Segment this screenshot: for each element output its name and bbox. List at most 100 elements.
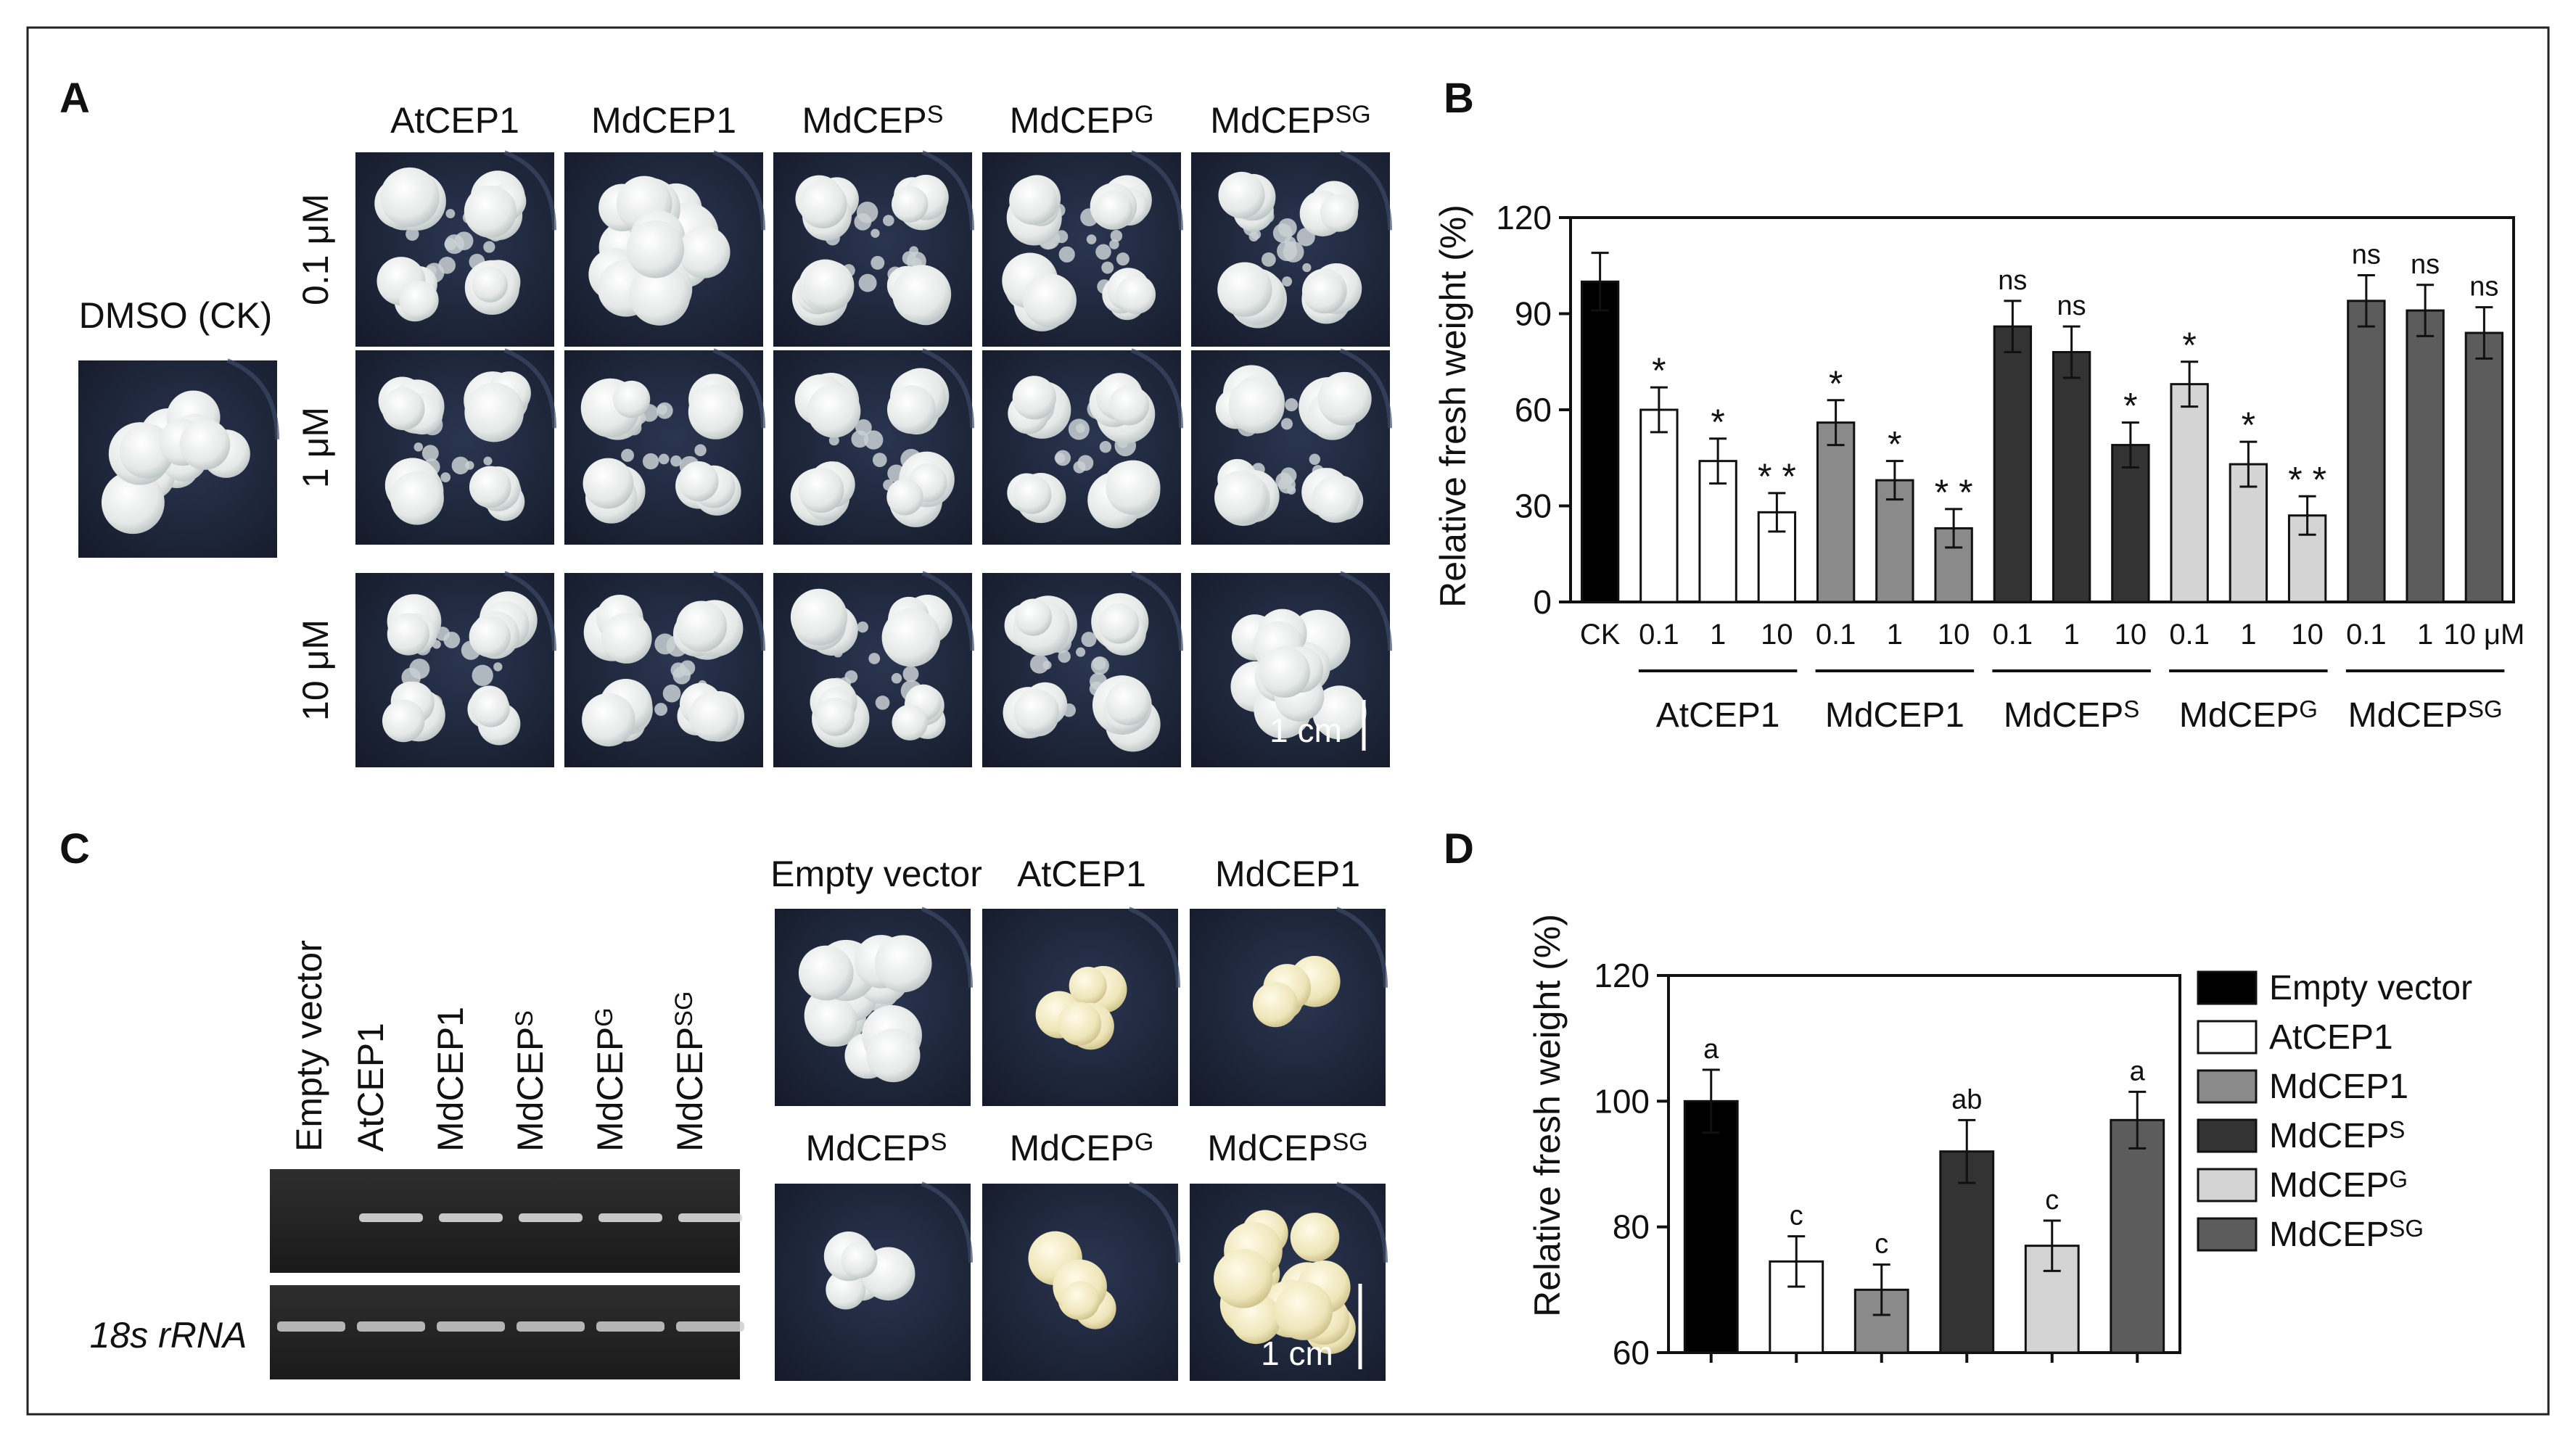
photo-c-mdceps — [775, 1181, 973, 1381]
y-tick-label-d: 120 — [1594, 957, 1650, 994]
panel-b-group-labels: AtCEP1 MdCEP1 MdCEPS MdCEPG MdCEPSG — [1638, 669, 2505, 735]
annotation-b-5: * — [1888, 424, 1901, 465]
lane-label-1: AtCEP1 — [350, 1023, 391, 1152]
annotation-d-5: a — [2130, 1056, 2146, 1086]
callus-photo-r3-c4 — [982, 571, 1183, 767]
photo-label-top-0: Empty vector — [770, 854, 982, 894]
rrna-band-3 — [517, 1321, 585, 1332]
y-tick-label-d: 100 — [1594, 1082, 1650, 1120]
photo-label-bottom-2: MdCEPSG — [1207, 1128, 1367, 1168]
annotation-b-6: * * — [1935, 472, 1973, 513]
panel-c: Empty vector AtCEP1 MdCEP1 MdCEPS MdCEPG MdCE… — [90, 854, 1388, 1381]
legend-swatch-1 — [2197, 1020, 2258, 1055]
legend-swatch-2 — [2197, 1069, 2258, 1104]
panel-a-column-labels: AtCEP1 MdCEP1 MdCEPS MdCEPG MdCEPSG — [390, 100, 1371, 141]
x-tick-label-b-13: 0.1 — [2346, 619, 2387, 651]
annotation-b-10: * — [2182, 325, 2196, 366]
legend-swatch-3 — [2197, 1118, 2258, 1153]
annotation-b-2: * — [1711, 402, 1724, 442]
rrna-band-1 — [357, 1321, 425, 1332]
annotation-b-4: * — [1829, 363, 1843, 404]
group-label-mdceps: MdCEPS — [2004, 696, 2139, 735]
bar-b-15 — [2464, 331, 2504, 603]
column-label-mdcepg: MdCEPG — [1010, 100, 1154, 141]
legend-swatch-0 — [2197, 970, 2258, 1005]
annotation-b-7: ns — [1998, 265, 2027, 296]
annotation-b-15: ns — [2469, 272, 2498, 302]
gel-band-5 — [678, 1213, 742, 1222]
bar-d-0 — [1683, 1099, 1739, 1354]
photo-c-mdcepg — [982, 1181, 1180, 1381]
panel-c-photo-labels: Empty vector AtCEP1 MdCEP1 MdCEPS MdCEPG MdCE… — [770, 854, 1368, 1168]
gel-lane-labels: Empty vector AtCEP1 MdCEP1 MdCEPS MdCEPG MdCE… — [289, 940, 710, 1152]
panel-c-scale-bar: 1 cm — [1261, 1284, 1362, 1372]
photo-label-bottom-1: MdCEPG — [1010, 1128, 1154, 1168]
x-tick-label-b-0: CK — [1580, 619, 1621, 651]
rrna-band-5 — [676, 1321, 744, 1332]
panel-d-bars: a c c ab c a — [1683, 1034, 2165, 1363]
gel-band-4 — [598, 1213, 662, 1222]
callus-photo-r3-c2 — [564, 571, 765, 767]
x-tick-label-b-5: 1 — [1887, 619, 1903, 651]
callus-photo-r3-c1 — [355, 571, 556, 767]
callus-photo-r3-c5 — [1191, 571, 1392, 767]
callus-photo-r1-c5 — [1191, 150, 1392, 347]
annotation-b-11: * — [2242, 405, 2255, 445]
callus-photo-r2-c2 — [564, 348, 765, 545]
figure-frame — [26, 26, 2550, 1416]
legend-label-3: MdCEPS — [2269, 1116, 2405, 1155]
annotation-d-2: c — [1875, 1229, 1888, 1260]
x-tick-label-b-2: 1 — [1710, 619, 1726, 651]
panel-letter-c: C — [59, 825, 90, 872]
control-label: DMSO (CK) — [79, 295, 273, 336]
annotation-b-8: ns — [2057, 291, 2086, 321]
callus-photo-r3-c3 — [773, 571, 974, 767]
panel-a-row-labels: 0.1 μM 1 μM 10 μM — [295, 194, 336, 721]
x-tick-label-b-4: 0.1 — [1816, 619, 1856, 651]
bar-b-13 — [2347, 300, 2386, 603]
panel-b-ylabel: Relative fresh weight (%) — [1433, 205, 1473, 608]
x-tick-label-b-10: 0.1 — [2169, 619, 2210, 651]
lane-label-0: Empty vector — [289, 940, 329, 1152]
annotation-b-3: * * — [1758, 456, 1796, 497]
gel-row-label: 18s rRNA — [90, 1315, 247, 1356]
legend-label-1: AtCEP1 — [2269, 1018, 2393, 1057]
legend-swatch-4 — [2197, 1168, 2258, 1202]
bar-b-3 — [1757, 511, 1797, 603]
group-label-mdcep1: MdCEP1 — [1825, 696, 1964, 735]
column-label-atcep1: AtCEP1 — [390, 100, 519, 141]
column-label-mdcep1: MdCEP1 — [591, 100, 736, 141]
annotation-b-1: * — [1652, 350, 1666, 391]
bar-b-1 — [1639, 408, 1679, 603]
photo-c-mdcep1 — [1190, 907, 1388, 1106]
x-tick-label-b-11: 1 — [2240, 619, 2256, 651]
legend-label-0: Empty vector — [2269, 969, 2472, 1007]
x-tick-label-b-6: 10 — [1938, 619, 1970, 651]
photo-c-empty-vector — [775, 907, 973, 1106]
bar-d-5 — [2110, 1118, 2165, 1354]
lane-label-5: MdCEPSG — [670, 991, 710, 1152]
gel-band-1 — [359, 1213, 423, 1222]
row-label-1: 0.1 μM — [295, 194, 336, 305]
lane-label-2: MdCEP1 — [430, 1007, 471, 1152]
x-tick-label-b-9: 10 — [2115, 619, 2147, 651]
bar-b-8 — [2052, 351, 2091, 603]
callus-photo-r1-c1 — [355, 150, 556, 347]
panel-b-axes: 0 30 60 90 120 — [1496, 199, 2515, 621]
rrna-band-4 — [596, 1321, 664, 1332]
lane-label-3: MdCEPS — [510, 1010, 551, 1152]
panel-letter-b: B — [1444, 75, 1474, 122]
scale-bar-label-c: 1 cm — [1261, 1334, 1333, 1372]
panel-d-axes: 60 80 100 120 — [1594, 957, 2181, 1371]
y-tick-label: 90 — [1515, 295, 1552, 333]
bar-b-9 — [2111, 444, 2150, 603]
y-tick-label: 120 — [1496, 199, 1552, 236]
panel-a-photos — [78, 150, 1392, 767]
panel-a-photo-grid: AtCEP1 MdCEP1 MdCEPS MdCEPG MdCEPSG 0.1 μM 1 … — [78, 100, 1392, 767]
y-tick-label: 30 — [1515, 487, 1552, 525]
y-tick-label-d: 80 — [1613, 1208, 1650, 1246]
gel-target-row — [270, 1169, 740, 1273]
panel-a-scale-bar: 1 cm — [1270, 700, 1366, 751]
